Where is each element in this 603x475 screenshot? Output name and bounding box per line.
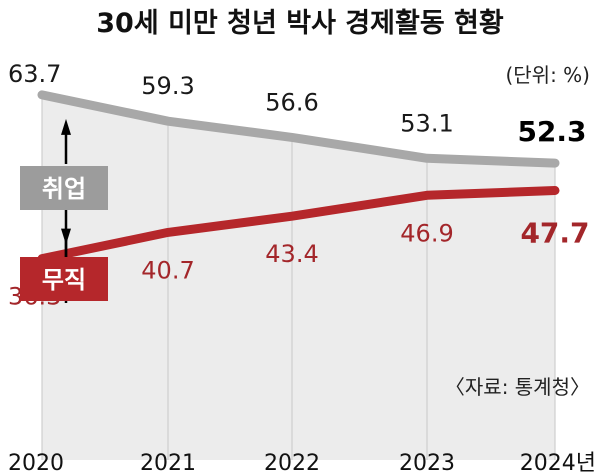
gap-arrow-head-up — [61, 118, 71, 135]
x-tick-label-2023: 2023 — [399, 451, 455, 475]
series-line-employed — [37, 90, 560, 168]
data-label-employed-2022: 56.6 — [265, 88, 318, 116]
chart-title: 30세 미만 청년 박사 경제활동 현황 — [96, 8, 504, 39]
data-label-employed-2024: 52.3 — [517, 115, 586, 148]
series-badge-unemployed — [20, 257, 108, 301]
x-tick-label-2021: 2021 — [140, 451, 196, 475]
data-label-unemployed-2022: 43.4 — [265, 240, 318, 268]
data-label-employed-2021: 59.3 — [141, 72, 194, 100]
source-label: 〈자료: 통계청〉 — [445, 375, 590, 399]
series-badge-employed — [20, 166, 108, 210]
data-label-unemployed-2021: 40.7 — [141, 256, 194, 284]
x-tick-label-2024: 2024년 — [520, 451, 596, 475]
chart-area-shade — [42, 94, 555, 461]
x-tick-label-2022: 2022 — [264, 451, 320, 475]
series-badge-unemployed-label: 무직 — [42, 266, 86, 294]
gap-arrow-head-down — [61, 228, 71, 245]
unit-label: (단위: %) — [505, 63, 590, 87]
series-badge-employed-label: 취업 — [42, 175, 86, 203]
data-label-unemployed-2023: 46.9 — [400, 219, 453, 247]
series-line-unemployed — [37, 186, 560, 264]
data-label-employed-2023: 53.1 — [400, 109, 453, 137]
x-tick-label-2020: 2020 — [8, 451, 64, 475]
data-label-employed-2020: 63.7 — [8, 60, 61, 88]
data-label-unemployed-2024: 47.7 — [520, 217, 589, 250]
